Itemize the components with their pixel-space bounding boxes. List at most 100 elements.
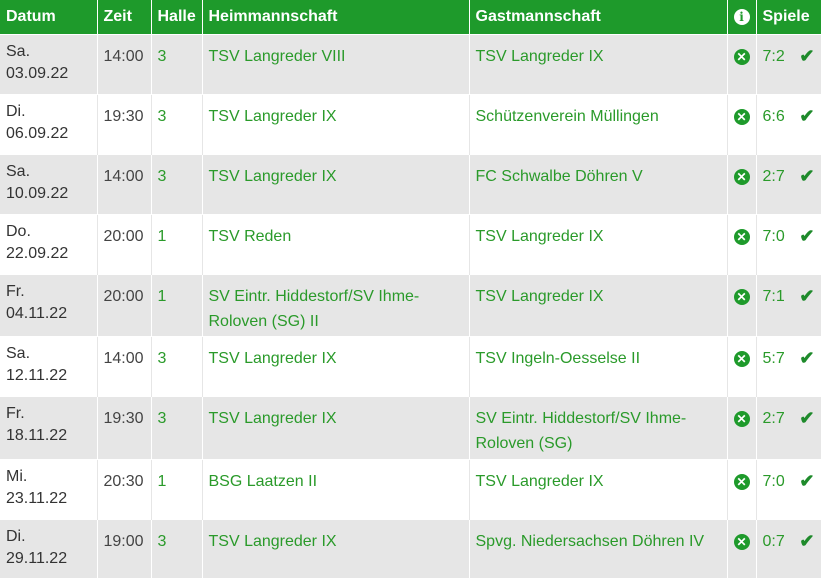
hall-cell: 3 bbox=[151, 94, 203, 155]
date: 12.11.22 bbox=[6, 367, 68, 384]
checkmark-icon: ✔ bbox=[799, 348, 815, 368]
close-circle-icon[interactable]: ✕ bbox=[733, 169, 750, 185]
header-guest[interactable]: Gastmannschaft bbox=[469, 0, 728, 35]
home-team-link[interactable]: TSV Langreder VIII bbox=[202, 34, 470, 95]
status-cell: ✕ bbox=[727, 336, 757, 397]
score[interactable]: 7:2 bbox=[762, 48, 785, 65]
weekday: Sa. bbox=[6, 163, 31, 180]
weekday: Sa. bbox=[6, 345, 31, 362]
status-cell: ✕ bbox=[727, 274, 757, 337]
date: 03.09.22 bbox=[6, 65, 69, 82]
close-circle-icon[interactable]: ✕ bbox=[733, 229, 750, 245]
header-time[interactable]: Zeit bbox=[97, 0, 152, 35]
status-cell: ✕ bbox=[727, 34, 757, 95]
time-cell: 20:30 bbox=[97, 459, 152, 520]
score[interactable]: 2:7 bbox=[762, 168, 785, 185]
home-team-link[interactable]: BSG Laatzen II bbox=[202, 459, 470, 520]
home-team-link[interactable]: TSV Reden bbox=[202, 214, 470, 275]
games-cell: 7:1 ✔ bbox=[756, 274, 821, 337]
score[interactable]: 2:7 bbox=[762, 410, 785, 427]
time-cell: 14:00 bbox=[97, 336, 152, 397]
score[interactable]: 6:6 bbox=[762, 108, 785, 125]
guest-team-link[interactable]: Spvg. Niedersachsen Döhren IV bbox=[469, 519, 728, 578]
games-cell: 7:0 ✔ bbox=[756, 459, 821, 520]
status-cell: ✕ bbox=[727, 214, 757, 275]
date-cell: Di. 06.09.22 bbox=[0, 94, 98, 155]
table-row: Sa. 03.09.22 14:00 3 TSV Langreder VIII T… bbox=[0, 34, 821, 95]
games-cell: 0:7 ✔ bbox=[756, 519, 821, 578]
home-team-link[interactable]: TSV Langreder IX bbox=[202, 154, 470, 215]
score[interactable]: 7:0 bbox=[762, 228, 785, 245]
date: 29.11.22 bbox=[6, 550, 68, 567]
status-cell: ✕ bbox=[727, 154, 757, 215]
date: 10.09.22 bbox=[6, 185, 69, 202]
checkmark-icon: ✔ bbox=[799, 226, 815, 246]
time-cell: 20:00 bbox=[97, 274, 152, 337]
checkmark-icon: ✔ bbox=[799, 531, 815, 551]
checkmark-icon: ✔ bbox=[799, 166, 815, 186]
games-cell: 6:6 ✔ bbox=[756, 94, 821, 155]
home-team-link[interactable]: TSV Langreder IX bbox=[202, 519, 470, 578]
date-cell: Fr. 04.11.22 bbox=[0, 274, 98, 337]
guest-team-link[interactable]: TSV Langreder IX bbox=[469, 274, 728, 337]
guest-team-link[interactable]: TSV Langreder IX bbox=[469, 34, 728, 95]
table-row: Mi. 23.11.22 20:30 1 BSG Laatzen II TSV L… bbox=[0, 459, 821, 520]
time-cell: 19:00 bbox=[97, 519, 152, 578]
close-circle-icon[interactable]: ✕ bbox=[733, 411, 750, 427]
date: 18.11.22 bbox=[6, 427, 68, 444]
header-home[interactable]: Heimmannschaft bbox=[202, 0, 470, 35]
header-hall[interactable]: Halle bbox=[151, 0, 203, 35]
time-cell: 19:30 bbox=[97, 94, 152, 155]
date-cell: Do. 22.09.22 bbox=[0, 214, 98, 275]
close-circle-icon[interactable]: ✕ bbox=[733, 534, 750, 550]
close-circle-icon[interactable]: ✕ bbox=[733, 474, 750, 490]
hall-cell: 1 bbox=[151, 214, 203, 275]
hall-cell: 3 bbox=[151, 396, 203, 460]
games-cell: 2:7 ✔ bbox=[756, 154, 821, 215]
weekday: Di. bbox=[6, 528, 26, 545]
guest-team-link[interactable]: TSV Langreder IX bbox=[469, 459, 728, 520]
date-cell: Sa. 12.11.22 bbox=[0, 336, 98, 397]
status-cell: ✕ bbox=[727, 519, 757, 578]
hall-cell: 3 bbox=[151, 154, 203, 215]
header-date[interactable]: Datum bbox=[0, 0, 98, 35]
weekday: Sa. bbox=[6, 43, 31, 60]
games-cell: 7:0 ✔ bbox=[756, 214, 821, 275]
guest-team-link[interactable]: TSV Ingeln-Oesselse II bbox=[469, 336, 728, 397]
guest-team-link[interactable]: FC Schwalbe Döhren V bbox=[469, 154, 728, 215]
close-circle-icon[interactable]: ✕ bbox=[733, 351, 750, 367]
home-team-link[interactable]: TSV Langreder IX bbox=[202, 336, 470, 397]
checkmark-icon: ✔ bbox=[799, 106, 815, 126]
score[interactable]: 7:0 bbox=[762, 473, 785, 490]
weekday: Fr. bbox=[6, 405, 25, 422]
header-games[interactable]: Spiele bbox=[756, 0, 821, 35]
score[interactable]: 0:7 bbox=[762, 533, 785, 550]
info-icon: i bbox=[733, 9, 750, 25]
close-circle-icon[interactable]: ✕ bbox=[733, 109, 750, 125]
status-cell: ✕ bbox=[727, 94, 757, 155]
score[interactable]: 7:1 bbox=[762, 288, 785, 305]
guest-team-link[interactable]: TSV Langreder IX bbox=[469, 214, 728, 275]
games-cell: 5:7 ✔ bbox=[756, 336, 821, 397]
table-row: Sa. 10.09.22 14:00 3 TSV Langreder IX FC … bbox=[0, 154, 821, 215]
hall-cell: 1 bbox=[151, 274, 203, 337]
hall-cell: 3 bbox=[151, 336, 203, 397]
home-team-link[interactable]: TSV Langreder IX bbox=[202, 94, 470, 155]
home-team-link[interactable]: TSV Langreder IX bbox=[202, 396, 470, 460]
close-circle-icon[interactable]: ✕ bbox=[733, 289, 750, 305]
header-row: Datum Zeit Halle Heimmannschaft Gastmann… bbox=[0, 0, 821, 35]
guest-team-link[interactable]: SV Eintr. Hiddestorf/SV Ihme-Roloven (SG… bbox=[469, 396, 728, 460]
weekday: Di. bbox=[6, 103, 26, 120]
games-cell: 2:7 ✔ bbox=[756, 396, 821, 460]
home-team-link[interactable]: SV Eintr. Hiddestorf/SV Ihme-Roloven (SG… bbox=[202, 274, 470, 337]
close-circle-icon[interactable]: ✕ bbox=[733, 49, 750, 65]
date: 22.09.22 bbox=[6, 245, 69, 262]
checkmark-icon: ✔ bbox=[799, 471, 815, 491]
date-cell: Sa. 03.09.22 bbox=[0, 34, 98, 95]
checkmark-icon: ✔ bbox=[799, 408, 815, 428]
checkmark-icon: ✔ bbox=[799, 46, 815, 66]
guest-team-link[interactable]: Schützenverein Müllingen bbox=[469, 94, 728, 155]
score[interactable]: 5:7 bbox=[762, 350, 785, 367]
hall-cell: 3 bbox=[151, 34, 203, 95]
table-row: Fr. 18.11.22 19:30 3 TSV Langreder IX SV … bbox=[0, 396, 821, 460]
